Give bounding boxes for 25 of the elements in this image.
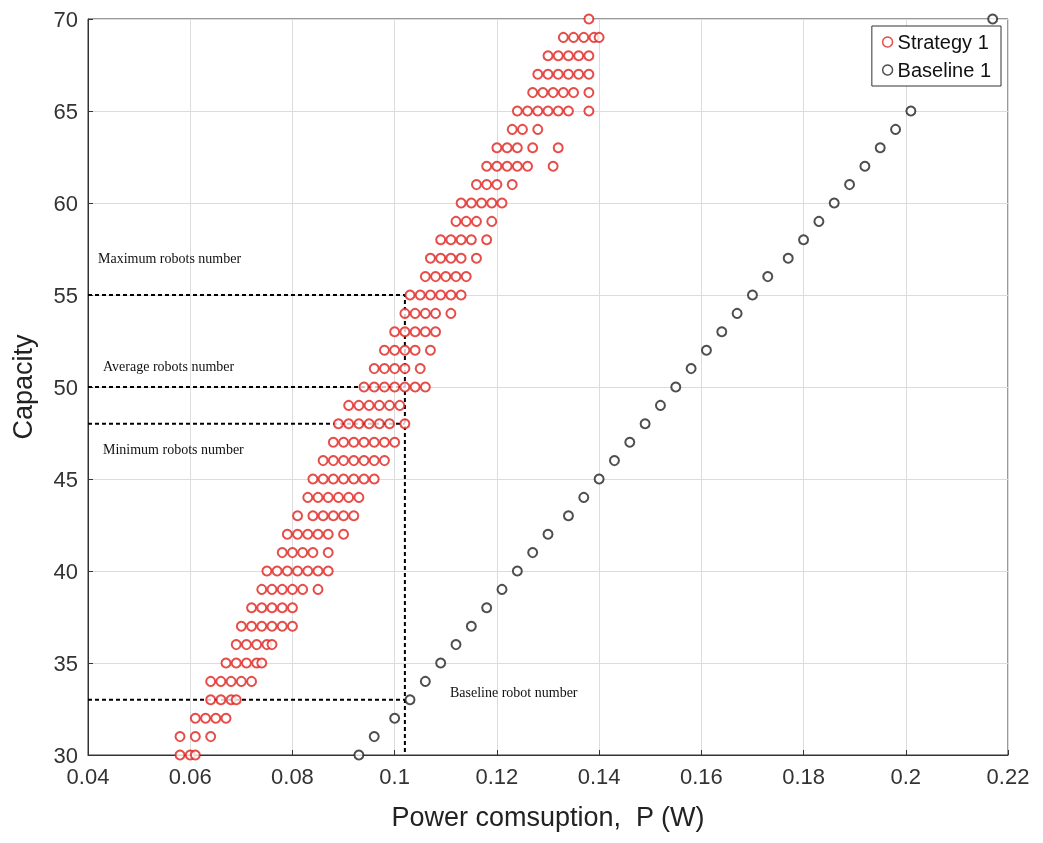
annotation: Minimum robots number [103, 441, 245, 457]
y-tick-label: 65 [53, 98, 78, 124]
legend-label: Baseline 1 [897, 59, 992, 81]
y-tick-label: 40 [53, 558, 78, 584]
x-tick-label: 0.1 [379, 763, 410, 789]
x-axis-title: Power comsuption, P (W) [391, 801, 705, 832]
y-tick-label: 70 [53, 6, 78, 32]
annotation: Average robots number [103, 358, 235, 374]
x-tick-label: 0.06 [168, 763, 212, 789]
y-tick-label: 45 [53, 466, 78, 492]
x-tick-label: 0.14 [577, 763, 621, 789]
y-tick-label: 35 [53, 650, 78, 676]
annotation: Maximum robots number [98, 250, 242, 266]
x-tick-label: 0.08 [271, 763, 314, 789]
legend-label: Strategy 1 [897, 31, 989, 53]
x-tick-label: 0.12 [475, 763, 519, 789]
y-tick-label: 55 [53, 282, 78, 308]
annotation: Baseline robot number [450, 684, 578, 700]
y-axis-title: Capacity [7, 333, 38, 440]
x-tick-label: 0.22 [986, 763, 1030, 789]
y-tick-label: 60 [53, 190, 78, 216]
x-tick-label: 0.2 [890, 763, 922, 789]
x-tick-label: 0.18 [782, 763, 825, 789]
y-tick-label: 50 [53, 374, 78, 400]
x-tick-label: 0.16 [679, 763, 723, 789]
